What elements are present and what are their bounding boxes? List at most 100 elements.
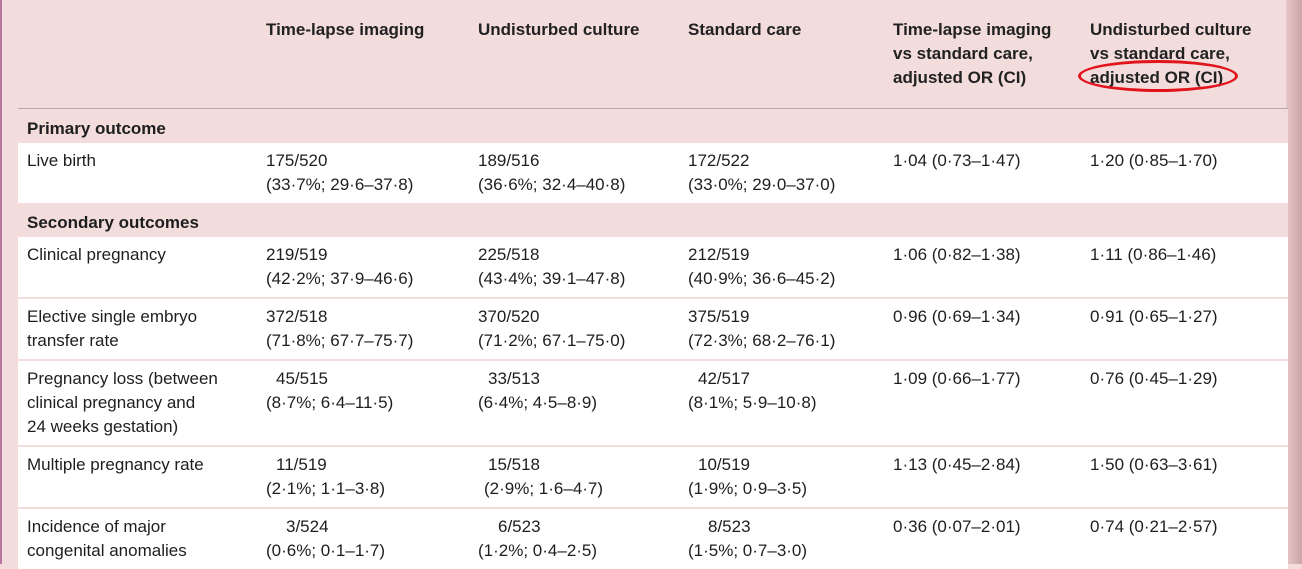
cell-or-time-lapse: 1·13 (0·45–2·84) [893, 444, 1090, 508]
outcome-label: Elective single embryo transfer rate [18, 296, 266, 360]
cell-or-undisturbed: 0·76 (0·45–1·29) [1090, 358, 1288, 446]
cell-or-time-lapse: 1·06 (0·82–1·38) [893, 234, 1090, 298]
header-or-time-lapse: Time-lapse imaging vs standard care, adj… [893, 0, 1090, 109]
count-value: 42/517 [698, 368, 750, 388]
cell-standard-care: 375/519 (72·3%; 68·2–76·1) [688, 296, 893, 360]
count-value: 8/523 [708, 516, 751, 536]
count-value: 33/513 [488, 368, 540, 388]
cell-undisturbed: 6/523 (1·2%; 0·4–2·5) [478, 506, 688, 569]
ci-value: (1·9%; 0·9–3·5) [688, 478, 808, 498]
outcome-label: Clinical pregnancy [18, 234, 266, 298]
cell-standard-care: 42/517 (8·1%; 5·9–10·8) [688, 358, 893, 446]
cell-or-undisturbed: 0·91 (0·65–1·27) [1090, 296, 1288, 360]
highlighted-text: adjusted OR (CI) [1078, 60, 1238, 92]
header-or-time-lapse-line: adjusted OR (CI) [893, 68, 1027, 87]
left-margin-rule [0, 0, 2, 564]
outcome-label-line: transfer rate [27, 330, 119, 350]
ci-value: (71·8%; 67·7–75·7) [266, 330, 414, 350]
count-value: 372/518 [266, 306, 328, 326]
header-or-time-lapse-line: vs standard care, [893, 44, 1033, 63]
header-or-time-lapse-line: Time-lapse imaging [893, 20, 1052, 39]
ci-value: (1·5%; 0·7–3·0) [688, 540, 808, 560]
count-value: 189/516 [478, 150, 540, 170]
outcomes-table: Time-lapse imaging Undisturbed culture S… [18, 0, 1288, 569]
cell-undisturbed: 33/513 (6·4%; 4·5–8·9) [478, 358, 688, 446]
header-outcome [18, 0, 266, 109]
count-value: 45/515 [276, 368, 328, 388]
ci-value: (2·1%; 1·1–3·8) [266, 478, 386, 498]
count-value: 11/519 [276, 454, 327, 474]
table-row: Incidence of major congenital anomalies 3… [18, 506, 1288, 569]
cell-time-lapse: 372/518 (71·8%; 67·7–75·7) [266, 296, 478, 360]
highlighted-text-label: adjusted OR (CI) [1090, 68, 1224, 87]
ci-value: (33·7%; 29·6–37·8) [266, 174, 414, 194]
ci-value: (36·6%; 32·4–40·8) [478, 174, 626, 194]
count-value: 219/519 [266, 244, 328, 264]
count-value: 6/523 [498, 516, 541, 536]
count-value: 375/519 [688, 306, 750, 326]
count-value: 3/524 [286, 516, 329, 536]
cell-time-lapse: 11/519 (2·1%; 1·1–3·8) [266, 444, 478, 508]
ci-value: (8·7%; 6·4–11·5) [266, 392, 394, 412]
table-row: Pregnancy loss (between clinical pregnanc… [18, 358, 1288, 446]
outcome-label-line: Clinical pregnancy [27, 244, 166, 264]
cell-or-time-lapse: 1·09 (0·66–1·77) [893, 358, 1090, 446]
header-standard-care: Standard care [688, 0, 893, 109]
cell-or-undisturbed: 1·11 (0·86–1·46) [1090, 234, 1288, 298]
outcome-label: Incidence of major congenital anomalies [18, 506, 266, 569]
ci-value: (0·6%; 0·1–1·7) [266, 540, 386, 560]
cell-undisturbed: 370/520 (71·2%; 67·1–75·0) [478, 296, 688, 360]
cell-standard-care: 8/523 (1·5%; 0·7–3·0) [688, 506, 893, 569]
ci-value: (2·9%; 1·6–4·7) [484, 478, 604, 498]
header-or-undisturbed-line: Undisturbed culture [1090, 20, 1252, 39]
header-time-lapse-imaging: Time-lapse imaging [266, 0, 478, 109]
cell-time-lapse: 3/524 (0·6%; 0·1–1·7) [266, 506, 478, 569]
count-value: 370/520 [478, 306, 540, 326]
cell-or-undisturbed: 1·50 (0·63–3·61) [1090, 444, 1288, 508]
header-or-undisturbed: Undisturbed culture vs standard care, ad… [1078, 0, 1288, 109]
ci-value: (72·3%; 68·2–76·1) [688, 330, 836, 350]
ci-value: (6·4%; 4·5–8·9) [478, 392, 598, 412]
count-value: 172/522 [688, 150, 750, 170]
table-row: Clinical pregnancy 219/519 (42·2%; 37·9–4… [18, 234, 1288, 298]
ci-value: (1·2%; 0·4–2·5) [478, 540, 598, 560]
outcome-label: Multiple pregnancy rate [18, 444, 266, 508]
cell-undisturbed: 225/518 (43·4%; 39·1–47·8) [478, 234, 688, 298]
header-or-undisturbed-line: vs standard care, [1090, 44, 1230, 63]
table-row: Elective single embryo transfer rate 372/… [18, 296, 1288, 360]
count-value: 175/520 [266, 150, 328, 170]
header-row: Time-lapse imaging Undisturbed culture S… [18, 0, 1288, 109]
count-value: 212/519 [688, 244, 750, 264]
cell-undisturbed: 15/518 (2·9%; 1·6–4·7) [478, 444, 688, 508]
ci-value: (71·2%; 67·1–75·0) [478, 330, 626, 350]
ci-value: (43·4%; 39·1–47·8) [478, 268, 626, 288]
outcome-label-line: Pregnancy loss (between [27, 368, 218, 388]
table-row: Multiple pregnancy rate 11/519 (2·1%; 1·1… [18, 444, 1288, 508]
cell-time-lapse: 219/519 (42·2%; 37·9–46·6) [266, 234, 478, 298]
cell-undisturbed: 189/516 (36·6%; 32·4–40·8) [478, 140, 688, 203]
outcome-label-line: Elective single embryo [27, 306, 198, 326]
cell-standard-care: 172/522 (33·0%; 29·0–37·0) [688, 140, 893, 203]
ci-value: (42·2%; 37·9–46·6) [266, 268, 414, 288]
section-title: Secondary outcomes [18, 202, 1288, 236]
outcome-label-line: Incidence of major [27, 516, 166, 536]
cell-or-time-lapse: 1·04 (0·73–1·47) [893, 140, 1090, 203]
section-header-secondary: Secondary outcomes [18, 202, 1288, 236]
cell-standard-care: 212/519 (40·9%; 36·6–45·2) [688, 234, 893, 298]
ci-value: (33·0%; 29·0–37·0) [688, 174, 836, 194]
header-undisturbed-culture: Undisturbed culture [478, 0, 688, 109]
outcome-label-line: congenital anomalies [27, 540, 187, 560]
page-edge-shadow [1286, 0, 1302, 564]
outcome-label-line: 24 weeks gestation) [27, 416, 179, 436]
section-title: Primary outcome [18, 108, 1288, 142]
cell-standard-care: 10/519 (1·9%; 0·9–3·5) [688, 444, 893, 508]
table-row: Live birth 175/520 (33·7%; 29·6–37·8) 189… [18, 140, 1288, 203]
count-value: 225/518 [478, 244, 540, 264]
outcome-label: Live birth [18, 140, 266, 203]
cell-or-undisturbed: 0·74 (0·21–2·57) [1090, 506, 1288, 569]
ci-value: (8·1%; 5·9–10·8) [688, 392, 817, 412]
cell-time-lapse: 45/515 (8·7%; 6·4–11·5) [266, 358, 478, 446]
count-value: 15/518 [488, 454, 540, 474]
outcome-label-line: clinical pregnancy and [27, 392, 196, 412]
count-value: 10/519 [698, 454, 750, 474]
